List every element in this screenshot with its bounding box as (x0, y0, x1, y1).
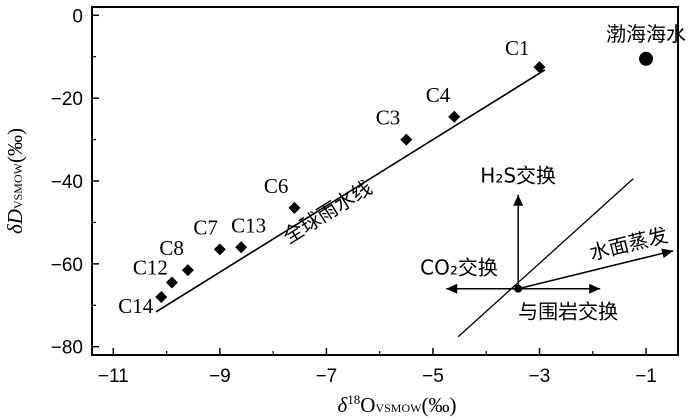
seawater-label: 渤海海水 (606, 22, 686, 46)
y-tick-label: −20 (51, 89, 83, 110)
sample-point-c12 (165, 276, 178, 289)
x-tick-label: −3 (529, 366, 551, 387)
x-axis-title: δ18OVSMOW(‰) (338, 392, 457, 417)
y-tick-label: −80 (51, 338, 83, 359)
sample-label-c14: C14 (118, 294, 154, 318)
x-tick-label: −5 (422, 366, 444, 387)
chart-axes: −11 −9 −7 −5 −3 −1 0 −20 −40 −60 −80 (51, 6, 679, 387)
sample-label-c8: C8 (159, 236, 184, 260)
sample-point-c7 (213, 243, 226, 256)
co2-arrow-head (446, 283, 458, 294)
sample-label-c3: C3 (376, 106, 401, 130)
sample-label-c6: C6 (264, 174, 289, 198)
sample-label-c7: C7 (193, 215, 218, 239)
evap-label: 水面蒸发 (587, 223, 670, 265)
y-tick-label: −40 (51, 172, 83, 193)
x-axis-title-part: δ (338, 393, 349, 417)
y-tick-label: 0 (72, 6, 83, 27)
x-axis-title-part: VSMOW (375, 401, 422, 415)
x-tick-label: −1 (635, 366, 657, 387)
gmwl-line (155, 69, 546, 313)
co2-label: CO₂交换 (420, 256, 498, 280)
y-axis-title: δDVSMOW(‰) (3, 128, 27, 234)
sample-point-c4 (448, 110, 461, 123)
x-tick-label: −9 (209, 366, 231, 387)
h2s-label: H₂S交换 (480, 164, 556, 188)
sample-point-c13 (235, 241, 248, 254)
chart-marks (155, 51, 674, 338)
y-tick-label: −60 (51, 255, 83, 276)
sample-point-c1 (533, 61, 546, 74)
seawater-point (639, 51, 654, 66)
sample-label-c4: C4 (426, 83, 451, 107)
process-ref-line (457, 178, 634, 338)
x-axis-title-part: 18 (347, 392, 360, 407)
sample-label-c1: C1 (505, 36, 530, 60)
evap-arrow-head (661, 248, 674, 259)
sample-label-c13: C13 (231, 213, 266, 237)
sample-point-c8 (181, 264, 194, 277)
chart-labels: δ18OVSMOW(‰)δDVSMOW(‰)全球雨水线C1C4C3C6C13C7… (3, 22, 686, 417)
y-axis-title-part: δD (3, 209, 27, 234)
sample-point-c3 (400, 133, 413, 146)
y-axis-title-part: (‰) (3, 128, 27, 163)
y-axis-title-part: VSMOW (11, 162, 25, 209)
sample-point-c6 (288, 201, 301, 214)
x-axis-title-part: (‰) (421, 393, 456, 417)
evap-arrow-line (518, 249, 674, 290)
rock-label: 与围岩交换 (518, 300, 618, 324)
x-tick-label: −11 (98, 366, 129, 387)
rock-arrow-head (589, 283, 601, 294)
x-axis-title-part: O (360, 393, 375, 417)
x-tick-label: −7 (316, 366, 338, 387)
sample-point-c14 (155, 291, 168, 303)
h2s-arrow-head (513, 194, 524, 206)
sample-label-c12: C12 (133, 256, 168, 280)
